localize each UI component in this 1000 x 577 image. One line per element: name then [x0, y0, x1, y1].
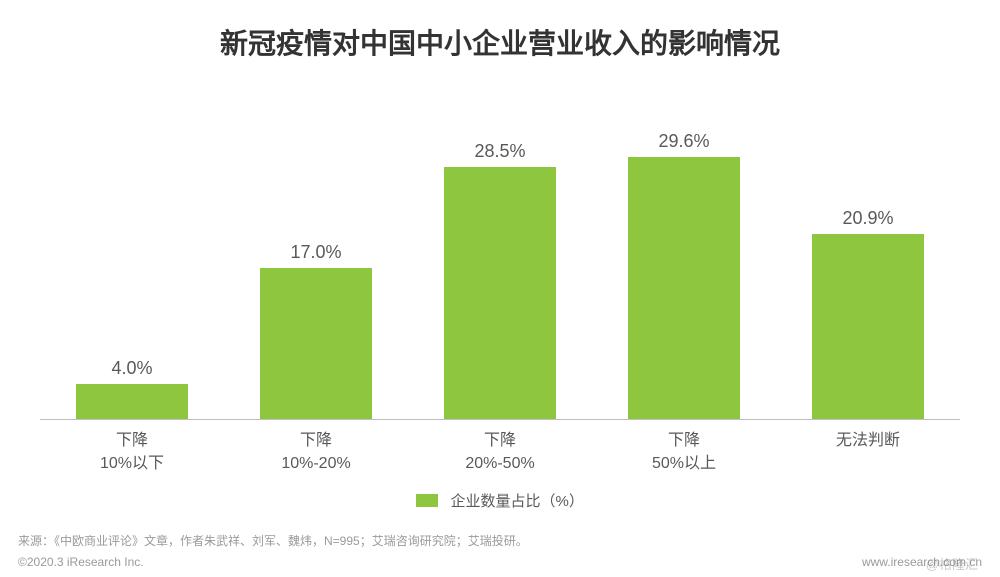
- bar-value-label: 17.0%: [260, 242, 372, 263]
- bar-value-label: 28.5%: [444, 141, 556, 162]
- bar-group: 29.6%下降50%以上: [628, 157, 740, 419]
- plot-region: 4.0%下降10%以下 17.0%下降10%-20% 28.5%下降20%-50% 2…: [40, 110, 960, 420]
- copyright: ©2020.3 iResearch Inc.: [18, 555, 144, 569]
- bar: [628, 157, 740, 419]
- bar: [444, 167, 556, 419]
- chart-area: 4.0%下降10%以下17.0%下降10%-20%28.5%下降20%-50%2…: [40, 100, 960, 480]
- legend-label: 企业数量占比（%）: [451, 493, 584, 510]
- bar-value-label: 4.0%: [76, 358, 188, 379]
- category-label: 下降10%-20%: [226, 419, 405, 475]
- chart-title: 新冠疫情对中国中小企业营业收入的影响情况: [0, 0, 1000, 62]
- bar: [76, 384, 188, 419]
- category-label: 下降10%以下: [42, 419, 221, 475]
- bar-group: 4.0%下降10%以下: [76, 384, 188, 419]
- category-label-line: 10%以下: [42, 452, 221, 475]
- bar-group: 17.0%下降10%-20%: [260, 268, 372, 419]
- category-label: 无法判断: [778, 419, 957, 452]
- category-label: 下降50%以上: [594, 419, 773, 475]
- category-label-line: 下降: [226, 429, 405, 452]
- source-note: 来源：《中欧商业评论》文章，作者朱武祥、刘军、魏炜，N=995；艾瑞咨询研究院；…: [18, 532, 528, 549]
- bar: [260, 268, 372, 419]
- category-label-line: 20%-50%: [410, 452, 589, 475]
- bar-group: 28.5%下降20%-50%: [444, 167, 556, 419]
- category-label-line: 10%-20%: [226, 452, 405, 475]
- bar-value-label: 29.6%: [628, 131, 740, 152]
- category-label-line: 下降: [594, 429, 773, 452]
- legend: 企业数量占比（%）: [0, 490, 1000, 511]
- category-label-line: 50%以上: [594, 452, 773, 475]
- legend-swatch: [416, 494, 438, 507]
- bar-value-label: 20.9%: [812, 208, 924, 229]
- category-label-line: 下降: [410, 429, 589, 452]
- category-label-line: 无法判断: [778, 429, 957, 452]
- watermark: @格隆汇: [926, 554, 978, 573]
- category-label: 下降20%-50%: [410, 419, 589, 475]
- category-label-line: 下降: [42, 429, 221, 452]
- bar: [812, 234, 924, 419]
- bar-group: 20.9%无法判断: [812, 234, 924, 419]
